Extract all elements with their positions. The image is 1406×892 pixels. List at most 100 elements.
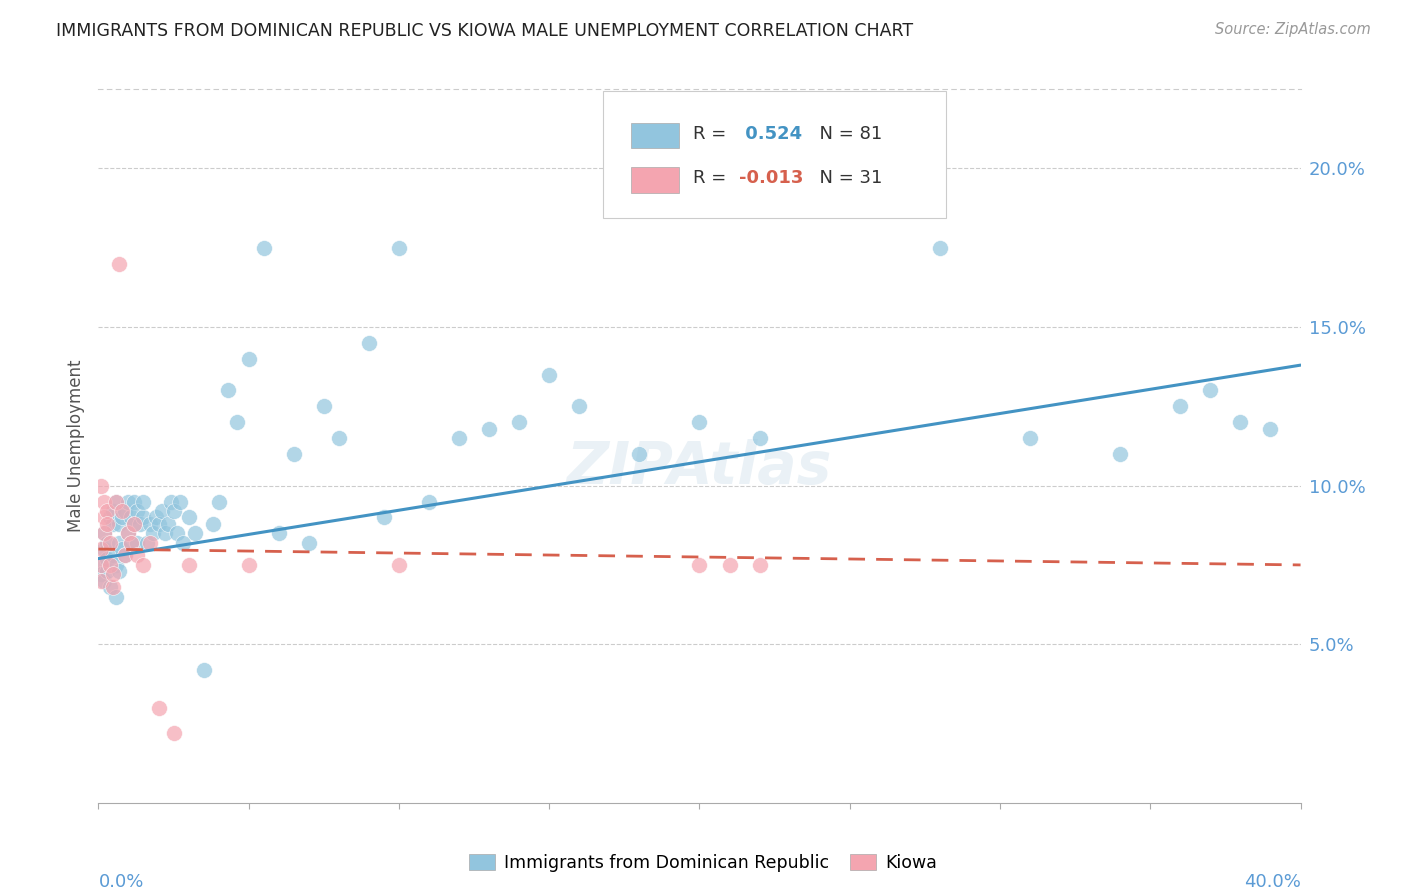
Point bbox=[127, 535, 149, 549]
Point bbox=[132, 494, 155, 508]
Text: -0.013: -0.013 bbox=[740, 169, 804, 187]
Point bbox=[96, 504, 118, 518]
Point bbox=[93, 542, 115, 557]
Point bbox=[93, 510, 115, 524]
Point bbox=[105, 494, 128, 508]
Point bbox=[166, 526, 188, 541]
Point bbox=[111, 510, 134, 524]
Point bbox=[132, 558, 155, 572]
Point bbox=[201, 516, 224, 531]
Point bbox=[538, 368, 561, 382]
Point bbox=[1229, 415, 1251, 429]
Point bbox=[238, 558, 260, 572]
Point bbox=[1260, 421, 1282, 435]
Point bbox=[153, 526, 176, 541]
Point bbox=[90, 542, 112, 557]
Point bbox=[96, 516, 118, 531]
Point bbox=[93, 526, 115, 541]
Point bbox=[357, 335, 380, 350]
Point bbox=[447, 431, 470, 445]
Point bbox=[96, 551, 118, 566]
Point bbox=[145, 510, 167, 524]
Point bbox=[90, 558, 112, 572]
Point bbox=[93, 494, 115, 508]
Text: ZIPAtlas: ZIPAtlas bbox=[567, 439, 832, 496]
Point bbox=[141, 526, 163, 541]
Point bbox=[689, 415, 711, 429]
Text: Source: ZipAtlas.com: Source: ZipAtlas.com bbox=[1215, 22, 1371, 37]
Point bbox=[373, 510, 395, 524]
Point bbox=[388, 241, 411, 255]
Point bbox=[117, 526, 139, 541]
Point bbox=[929, 241, 952, 255]
Point bbox=[103, 549, 125, 563]
Point bbox=[114, 549, 136, 563]
Point bbox=[283, 447, 305, 461]
Point bbox=[117, 526, 139, 541]
Point bbox=[172, 535, 194, 549]
Text: IMMIGRANTS FROM DOMINICAN REPUBLIC VS KIOWA MALE UNEMPLOYMENT CORRELATION CHART: IMMIGRANTS FROM DOMINICAN REPUBLIC VS KI… bbox=[56, 22, 914, 40]
Point bbox=[1019, 431, 1042, 445]
Point bbox=[156, 516, 179, 531]
Point bbox=[159, 494, 181, 508]
Point bbox=[162, 504, 184, 518]
Text: 40.0%: 40.0% bbox=[1244, 872, 1301, 890]
Point bbox=[121, 510, 143, 524]
Point bbox=[418, 494, 440, 508]
Text: N = 31: N = 31 bbox=[807, 169, 882, 187]
Point bbox=[117, 494, 139, 508]
Point bbox=[103, 504, 125, 518]
Point bbox=[124, 494, 146, 508]
Point bbox=[90, 478, 112, 492]
Point bbox=[312, 400, 335, 414]
Point bbox=[105, 590, 128, 604]
Point bbox=[148, 516, 170, 531]
Point bbox=[93, 526, 115, 541]
Point bbox=[100, 510, 122, 524]
Point bbox=[148, 700, 170, 714]
Text: N = 81: N = 81 bbox=[807, 125, 882, 143]
FancyBboxPatch shape bbox=[631, 123, 679, 148]
Text: R =: R = bbox=[693, 125, 733, 143]
Point bbox=[111, 504, 134, 518]
Text: R =: R = bbox=[693, 169, 733, 187]
Point bbox=[217, 384, 239, 398]
Point bbox=[135, 535, 157, 549]
FancyBboxPatch shape bbox=[631, 167, 679, 193]
Point bbox=[328, 431, 350, 445]
Point bbox=[150, 504, 173, 518]
Point bbox=[132, 510, 155, 524]
Point bbox=[114, 549, 136, 563]
Text: 0.0%: 0.0% bbox=[98, 872, 143, 890]
Point bbox=[90, 558, 112, 572]
Point bbox=[1109, 447, 1132, 461]
FancyBboxPatch shape bbox=[603, 91, 946, 218]
Point bbox=[108, 257, 131, 271]
Point bbox=[108, 564, 131, 578]
Point bbox=[177, 558, 200, 572]
Point bbox=[1170, 400, 1192, 414]
Point bbox=[183, 526, 205, 541]
Point bbox=[138, 535, 160, 549]
Point bbox=[100, 580, 122, 594]
Text: 0.524: 0.524 bbox=[740, 125, 803, 143]
Point bbox=[121, 535, 143, 549]
Point bbox=[478, 421, 501, 435]
Point bbox=[105, 558, 128, 572]
Point bbox=[103, 516, 125, 531]
Point bbox=[103, 580, 125, 594]
Point bbox=[127, 549, 149, 563]
Point bbox=[508, 415, 530, 429]
Point bbox=[193, 663, 215, 677]
Point bbox=[225, 415, 247, 429]
Point bbox=[108, 535, 131, 549]
Point bbox=[100, 558, 122, 572]
Point bbox=[93, 574, 115, 588]
Point bbox=[628, 447, 651, 461]
Point bbox=[267, 526, 290, 541]
Point bbox=[129, 516, 152, 531]
Point bbox=[138, 516, 160, 531]
Point bbox=[127, 504, 149, 518]
Point bbox=[103, 567, 125, 582]
Legend: Immigrants from Dominican Republic, Kiowa: Immigrants from Dominican Republic, Kiow… bbox=[463, 847, 943, 879]
